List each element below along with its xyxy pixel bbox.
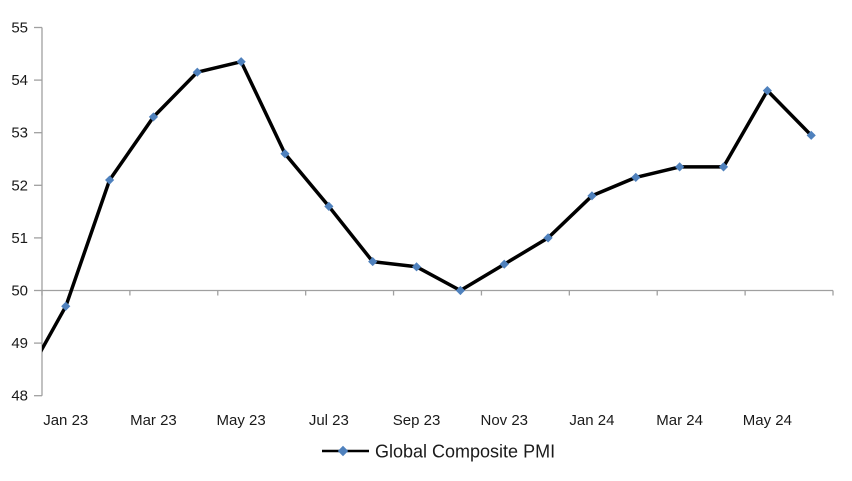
legend-diamond-marker-icon <box>337 445 349 457</box>
y-axis-tick-label: 52 <box>11 177 28 194</box>
data-point-marker-mar-23 <box>148 112 159 122</box>
data-point-marker-feb-23 <box>105 175 115 185</box>
data-point-marker-may-23 <box>236 57 246 67</box>
data-point-marker-apr-23 <box>192 67 202 77</box>
x-axis-tick-label: Mar 24 <box>656 412 703 429</box>
data-point-marker-jan-24 <box>587 191 597 201</box>
data-point-marker-oct-23 <box>455 285 465 296</box>
y-axis-tick-label: 48 <box>11 388 28 405</box>
x-axis-tick-label: Sep 23 <box>393 412 441 429</box>
data-point-marker-feb-24 <box>631 172 641 183</box>
y-axis-tick-label: 53 <box>11 125 28 142</box>
x-axis-tick-label: May 23 <box>217 412 266 429</box>
x-axis-tick-label: Jan 23 <box>43 412 88 429</box>
data-point-marker-may-24 <box>762 86 772 96</box>
x-axis-tick-label: May 24 <box>743 412 792 429</box>
data-point-marker-dec-23 <box>543 233 553 243</box>
y-axis-tick-label: 54 <box>11 72 28 89</box>
series-global-composite-pmi <box>42 57 816 353</box>
legend-label: Global Composite PMI <box>375 442 555 462</box>
y-axis-tick-label: 49 <box>11 335 28 352</box>
y-axis-tick-label: 50 <box>11 283 28 300</box>
y-axis-tick-label: 51 <box>11 230 28 247</box>
legend: Global Composite PMI <box>322 442 555 462</box>
data-point-marker-sep-23 <box>411 262 422 272</box>
y-axis-tick-label: 55 <box>11 20 28 37</box>
y-axis: 55 54 53 52 51 50 49 48 <box>11 20 43 405</box>
x-axis-tick-label: Jan 24 <box>569 412 614 429</box>
x-axis-tick-label: Jul 23 <box>309 412 349 429</box>
data-point-marker-aug-23 <box>368 256 378 267</box>
data-point-marker-jun-23 <box>280 149 290 159</box>
data-point-marker-nov-23 <box>499 259 509 269</box>
data-point-marker-apr-24 <box>718 162 729 172</box>
data-point-marker-jun-24 <box>806 130 816 140</box>
x-axis: Jan 23 Mar 23 May 23 Jul 23 Sep 23 Nov 23 Jan … <box>41 289 834 429</box>
data-point-marker-jan-23 <box>61 301 71 311</box>
x-axis-tick-label: Mar 23 <box>130 412 177 429</box>
data-point-marker-jul-23 <box>324 201 334 211</box>
data-point-marker-mar-24 <box>675 162 685 172</box>
x-axis-tick-label: Nov 23 <box>480 412 528 429</box>
series-line <box>42 59 813 353</box>
